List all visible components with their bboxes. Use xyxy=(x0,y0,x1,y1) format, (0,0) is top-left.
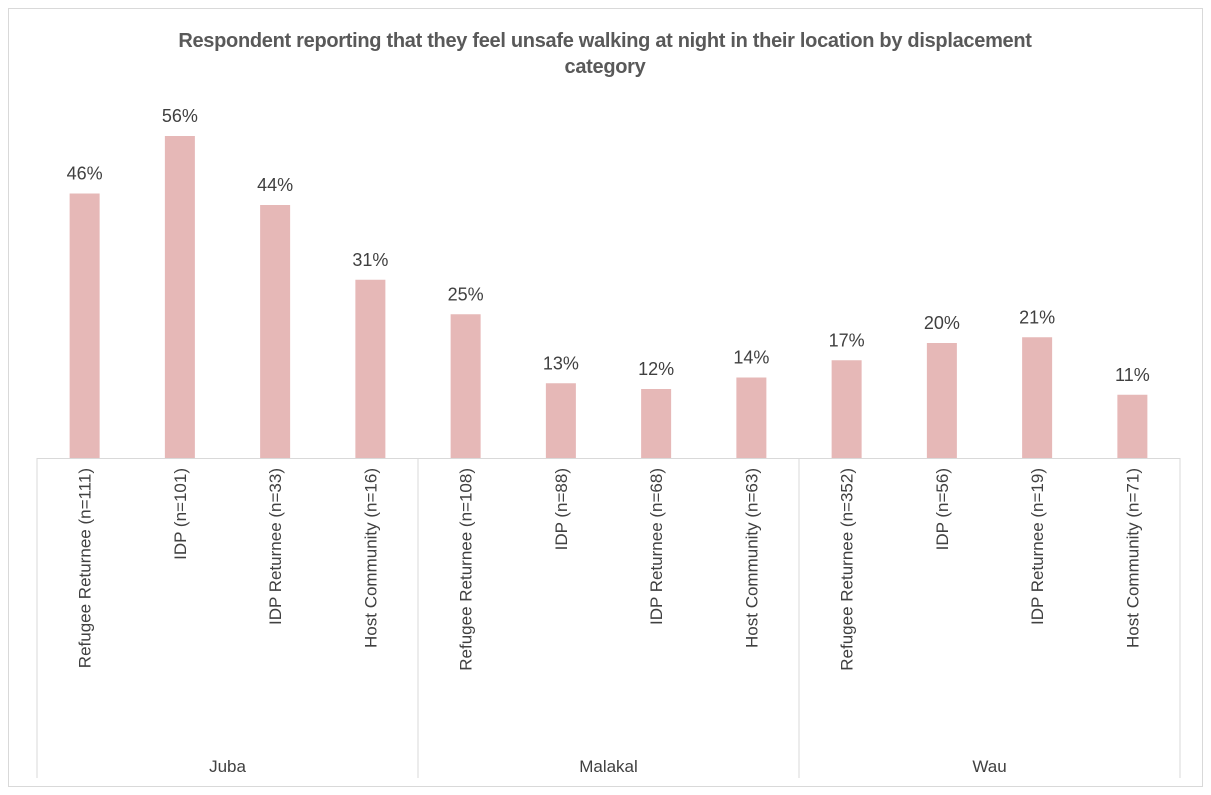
value-label: 46% xyxy=(67,164,103,184)
bar xyxy=(926,343,957,458)
value-label: 17% xyxy=(829,330,865,350)
x-tick-label: Host Community (n=16) xyxy=(361,468,380,648)
bar xyxy=(831,360,862,458)
x-tick-label: Host Community (n=71) xyxy=(1123,468,1142,648)
chart-title: Respondent reporting that they feel unsa… xyxy=(178,30,1032,78)
bar xyxy=(641,389,672,458)
bar xyxy=(1022,337,1053,458)
x-tick-label: IDP Returnee (n=33) xyxy=(266,468,285,625)
x-tick-label: IDP Returnee (n=68) xyxy=(647,468,666,625)
group-label: Juba xyxy=(209,757,246,776)
value-label: 20% xyxy=(924,313,960,333)
x-tick-label: Host Community (n=63) xyxy=(742,468,761,648)
value-label: 56% xyxy=(162,106,198,126)
bar xyxy=(545,383,576,458)
bar xyxy=(164,136,195,458)
bar xyxy=(355,279,386,458)
bar xyxy=(1117,394,1148,458)
x-tick-label: IDP Returnee (n=19) xyxy=(1028,468,1047,625)
bar xyxy=(69,193,100,458)
x-tick-label: IDP (n=101) xyxy=(171,468,190,560)
bar xyxy=(260,205,291,458)
x-tick-label: Refugee Returnee (n=111) xyxy=(76,468,95,668)
bar xyxy=(736,377,767,458)
value-label: 25% xyxy=(448,284,484,304)
x-tick-label: Refugee Returnee (n=108) xyxy=(457,468,476,671)
bar xyxy=(450,314,481,458)
x-tick-label: Refugee Returnee (n=352) xyxy=(838,468,857,671)
chart-frame xyxy=(8,8,1203,787)
group-label: Wau xyxy=(972,757,1006,776)
group-label: Malakal xyxy=(579,757,638,776)
value-label: 14% xyxy=(733,348,769,368)
value-label: 44% xyxy=(257,175,293,195)
value-label: 12% xyxy=(638,359,674,379)
x-tick-label: IDP (n=56) xyxy=(933,468,952,550)
value-label: 31% xyxy=(352,250,388,270)
value-label: 13% xyxy=(543,353,579,373)
x-tick-label: IDP (n=88) xyxy=(552,468,571,550)
value-label: 11% xyxy=(1115,365,1150,385)
value-label: 21% xyxy=(1019,307,1055,327)
